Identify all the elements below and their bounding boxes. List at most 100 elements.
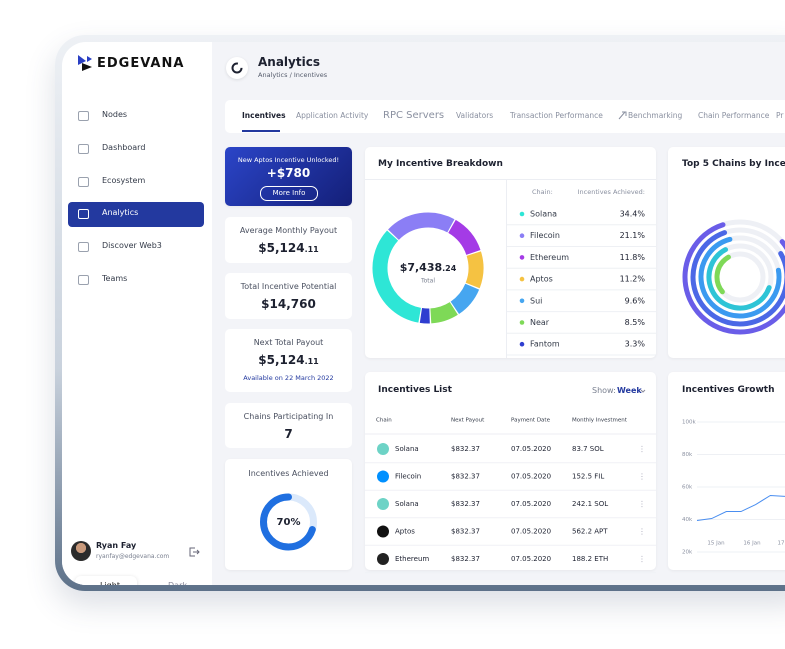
nav-active-bg: [68, 202, 204, 227]
theme-light[interactable]: [75, 576, 137, 585]
list-cell: 152.5 FIL: [572, 473, 604, 481]
legend-name: Ethereum: [530, 253, 569, 262]
list-cell: 188.2 ETH: [572, 555, 608, 563]
tab[interactable]: Validators: [456, 111, 494, 121]
legend-value: 21.1%: [620, 231, 646, 240]
nav-item[interactable]: Discover Web3: [102, 241, 162, 250]
growth-title: Incentives Growth: [682, 385, 775, 395]
tab-bar: [225, 100, 785, 133]
y-tick-label: 60k: [682, 485, 693, 491]
benchmark-icon: [618, 111, 627, 120]
logo-icon: [78, 55, 92, 71]
page-title: Analytics: [258, 55, 320, 69]
growth-line: [696, 494, 785, 521]
stat-cents: .11: [304, 245, 319, 254]
achieved-card: Incentives Achieved: [225, 459, 352, 570]
stat-amount: $5,124: [258, 353, 305, 367]
stat-value: $14,760: [225, 297, 352, 311]
nav-item[interactable]: Ecosystem: [102, 176, 146, 185]
stat-value: 7: [225, 427, 352, 441]
breakdown-header: Chain:: [532, 188, 553, 196]
achieved-title: Incentives Achieved: [248, 469, 329, 478]
logout-icon[interactable]: [188, 546, 200, 558]
list-cell: Ethereum: [395, 555, 429, 563]
divider: [365, 179, 656, 180]
list-title: Incentives List: [378, 385, 452, 395]
sidebar: EDGEVANA Ryan Fay ryanfay@edgevana.com L…: [62, 42, 212, 585]
list-header: Monthly Investment: [572, 418, 628, 424]
avatar: [71, 541, 91, 561]
graphics: 70% Solana 34.4% Filecoin 21.1% Ethereum 11.8%…: [260, 111, 785, 574]
tab[interactable]: Pr: [776, 111, 784, 121]
brand: EDGEVANA: [97, 56, 185, 71]
top5-title: Top 5 Chains by Incentive: [682, 159, 785, 169]
list-cell: Filecoin: [395, 473, 421, 481]
list-cell: Solana: [395, 500, 419, 508]
donut-segment: [372, 230, 422, 323]
list-cell: $832.37: [451, 473, 480, 481]
tab[interactable]: Chain Performance: [698, 111, 770, 121]
top5-rings: [682, 219, 785, 335]
donut-total-label: Total: [420, 278, 435, 285]
list-cell: 83.7 SOL: [572, 445, 604, 453]
achieved-arc: [260, 493, 317, 551]
list-cell: $832.37: [451, 445, 480, 453]
legend-dot: [519, 320, 525, 325]
tab[interactable]: RPC Servers: [383, 109, 445, 121]
tab[interactable]: Application Activity: [296, 111, 369, 121]
user-email: ryanfay@edgevana.com: [96, 553, 170, 560]
achieved-label: 70%: [277, 517, 301, 528]
row-menu: ⋮: [638, 527, 646, 536]
legend-name: Near: [530, 318, 550, 327]
nav-item[interactable]: Teams: [102, 274, 128, 283]
legend-value: 34.4%: [620, 210, 646, 219]
screen: EDGEVANA Ryan Fay ryanfay@edgevana.com L…: [62, 42, 785, 585]
y-tick-label: 20k: [682, 550, 693, 556]
nav-icon: [78, 144, 89, 154]
tab[interactable]: Incentives: [242, 111, 286, 121]
list-cell: Solana: [395, 445, 419, 453]
nav-icon: [78, 209, 89, 219]
tab[interactable]: Transaction Performance: [510, 111, 603, 121]
nav-item[interactable]: Nodes: [102, 110, 128, 119]
user-name: Ryan Fay: [96, 541, 137, 550]
list-cell: $832.37: [451, 500, 480, 508]
nav-icon: [78, 111, 89, 121]
list-cell: 07.05.2020: [511, 500, 551, 508]
list-cell: Aptos: [395, 528, 415, 536]
growth-card: Incentives Growth: [668, 372, 785, 570]
donut-total-part: .24: [442, 264, 457, 273]
chain-icon: [377, 470, 389, 483]
legend-dot: [519, 233, 525, 238]
chain-icon: [377, 553, 389, 565]
chevron: [640, 389, 646, 393]
tab[interactable]: Benchmarking: [628, 111, 683, 121]
nav-item[interactable]: Dashboard: [102, 143, 146, 152]
legend-value: 3.3%: [625, 340, 646, 349]
stat-amount: $5,124: [258, 241, 305, 255]
promo-card: New Aptos Incentive Unlocked! +$780 More…: [225, 147, 352, 206]
legend-name: Filecoin: [530, 231, 560, 240]
list-header: Chain: [376, 418, 392, 424]
list-cell: 07.05.2020: [511, 473, 551, 481]
list-header: Payment Date: [511, 418, 551, 424]
chain-icon: [377, 525, 389, 538]
show-value[interactable]: Week: [617, 386, 642, 395]
header-icon: [226, 57, 248, 79]
nav-item[interactable]: Analytics: [102, 208, 139, 217]
stat-value: $5,124.11: [225, 241, 352, 255]
promo-amount: +$780: [266, 166, 311, 180]
chain-icon: [377, 498, 389, 510]
breakdown-title: My Incentive Breakdown: [378, 159, 503, 169]
stat-amount: $14,760: [261, 297, 316, 311]
list-header: Next Payout: [451, 418, 485, 424]
promo-text: New Aptos Incentive Unlocked!: [237, 156, 340, 164]
breakdown-header: Incentives Achieved:: [578, 188, 645, 196]
top5-card: Top 5 Chains by Incentive: [668, 147, 785, 358]
more-info-button[interactable]: More Info: [260, 186, 318, 201]
legend-name: Fantom: [530, 340, 560, 349]
list-cell: 242.1 SOL: [572, 500, 608, 508]
nav-icon: [78, 242, 89, 252]
donut-total: $7,438.24: [400, 261, 457, 274]
